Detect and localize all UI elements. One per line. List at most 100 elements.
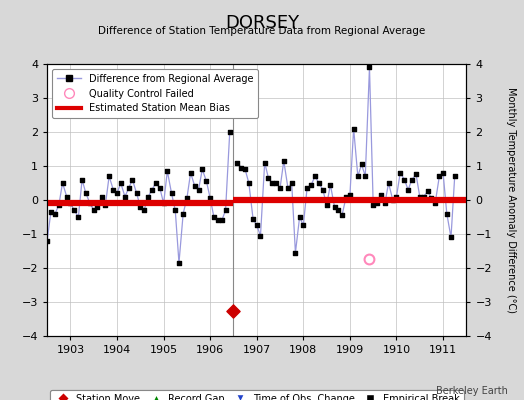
Point [24, 193, 32, 200]
Point [392, 193, 401, 200]
Point [159, 200, 168, 206]
Point [408, 176, 416, 183]
Point [78, 176, 86, 183]
Point [307, 182, 315, 188]
Point [35, 204, 43, 210]
Point [144, 193, 152, 200]
Point [427, 195, 435, 202]
Point [43, 238, 51, 244]
Point [253, 222, 261, 229]
Point [311, 173, 319, 179]
Point [365, 256, 374, 263]
Point [221, 207, 230, 213]
Point [276, 185, 284, 191]
Point [214, 217, 222, 224]
Point [369, 202, 377, 208]
Point [191, 183, 199, 190]
Point [451, 173, 459, 179]
Point [148, 186, 156, 193]
Point [194, 186, 203, 193]
Point [47, 209, 55, 215]
Point [109, 186, 117, 193]
Point [256, 232, 265, 239]
Point [90, 207, 98, 213]
Point [198, 166, 206, 172]
Point [373, 200, 381, 206]
Point [435, 173, 443, 179]
Point [404, 186, 412, 193]
Point [151, 180, 160, 186]
Point [28, 207, 36, 213]
Point [272, 180, 280, 186]
Point [447, 234, 455, 240]
Point [319, 186, 327, 193]
Point [385, 180, 393, 186]
Point [175, 260, 183, 266]
Point [268, 180, 276, 186]
Point [419, 193, 428, 200]
Point [245, 180, 253, 186]
Point [361, 173, 369, 179]
Point [121, 193, 129, 200]
Point [202, 178, 211, 184]
Point [291, 250, 300, 256]
Point [70, 207, 79, 213]
Point [260, 159, 269, 166]
Point [74, 214, 83, 220]
Point [58, 180, 67, 186]
Point [354, 173, 362, 179]
Point [101, 202, 110, 208]
Point [423, 188, 432, 195]
Point [210, 214, 218, 220]
Point [187, 170, 195, 176]
Point [233, 159, 242, 166]
Point [249, 216, 257, 222]
Point [412, 171, 420, 178]
Text: Difference of Station Temperature Data from Regional Average: Difference of Station Temperature Data f… [99, 26, 425, 36]
Point [377, 192, 385, 198]
Point [156, 185, 164, 191]
Point [322, 202, 331, 208]
Point [39, 195, 48, 202]
Point [380, 200, 389, 206]
Point [338, 212, 346, 218]
Point [167, 190, 176, 196]
Point [314, 180, 323, 186]
Point [342, 193, 351, 200]
Point [206, 195, 214, 202]
Point [51, 210, 59, 217]
Point [284, 185, 292, 191]
Point [97, 193, 106, 200]
Point [128, 176, 137, 183]
Point [116, 180, 125, 186]
Point [303, 185, 311, 191]
Point [62, 193, 71, 200]
Point [105, 173, 113, 179]
Point [296, 214, 304, 220]
Point [326, 182, 334, 188]
Point [416, 193, 424, 200]
Point [299, 222, 308, 229]
Point [431, 200, 439, 206]
Point [179, 210, 188, 217]
Point [31, 214, 40, 220]
Point [66, 200, 74, 206]
Text: Berkeley Earth: Berkeley Earth [436, 386, 508, 396]
Point [171, 207, 179, 213]
Point [280, 158, 288, 164]
Point [389, 197, 397, 203]
Point [346, 192, 354, 198]
Point [86, 200, 94, 206]
Point [225, 129, 234, 135]
Point [113, 190, 121, 196]
Point [396, 170, 405, 176]
Y-axis label: Monthly Temperature Anomaly Difference (°C): Monthly Temperature Anomaly Difference (… [506, 87, 516, 313]
Point [264, 175, 272, 181]
Point [54, 202, 63, 208]
Point [241, 166, 249, 172]
Point [217, 217, 226, 224]
Point [439, 170, 447, 176]
Point [140, 207, 148, 213]
Point [443, 210, 451, 217]
Point [125, 185, 133, 191]
